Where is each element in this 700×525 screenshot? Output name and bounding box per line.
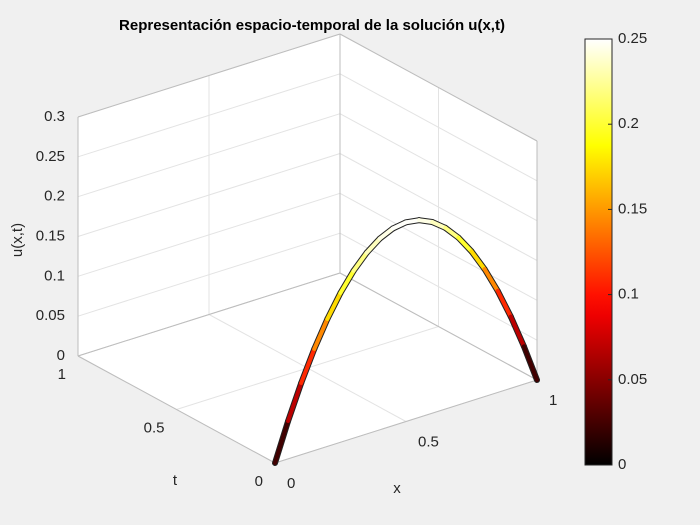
colorbar-tick-label: 0 xyxy=(618,456,626,473)
curve-segment xyxy=(273,419,291,465)
chart-title: Representación espacio-temporal de la so… xyxy=(119,17,505,34)
axis-line xyxy=(339,33,538,142)
axis-line xyxy=(77,355,276,464)
z-tick-label: 0.25 xyxy=(36,148,65,165)
axis-line xyxy=(274,379,538,464)
t-axis-label: t xyxy=(173,472,178,489)
axis-line xyxy=(339,272,538,381)
colorbar-tick-label: 0.05 xyxy=(618,371,647,388)
x-tick-label: 0.5 xyxy=(418,433,439,450)
curve-segment xyxy=(286,381,304,424)
curve-segment xyxy=(430,220,448,230)
curve-segment xyxy=(417,218,435,224)
z-tick-label: 0 xyxy=(57,347,65,364)
x-axis-label: x xyxy=(393,480,401,497)
axis-line xyxy=(77,33,341,118)
curve-segment xyxy=(299,346,317,385)
colorbar-tick-label: 0.1 xyxy=(618,286,639,303)
curve-segment xyxy=(325,290,343,321)
curve-segment xyxy=(521,344,539,382)
z-tick-label: 0.3 xyxy=(44,108,65,125)
colorbar-tick-label: 0.25 xyxy=(618,30,647,47)
z-tick-label: 0.2 xyxy=(44,188,65,205)
z-tick-label: 0.15 xyxy=(36,227,65,244)
colorbar xyxy=(584,38,613,466)
curve-segment xyxy=(390,220,408,231)
curve-segment xyxy=(404,218,422,225)
z-tick-label: 0.05 xyxy=(36,307,65,324)
curve-segment xyxy=(443,225,461,240)
curve-segment xyxy=(456,235,474,254)
curve-segment xyxy=(377,226,395,241)
t-tick-label: 0.5 xyxy=(144,419,165,436)
t-tick-label: 1 xyxy=(58,366,66,383)
z-axis-label: u(x,t) xyxy=(9,223,26,257)
curve-segment xyxy=(469,249,487,272)
x-tick-label: 0 xyxy=(287,475,295,492)
curve-segment xyxy=(312,316,330,351)
curve-segment xyxy=(508,314,526,349)
curve-segment xyxy=(482,267,500,293)
curve-segment xyxy=(351,250,369,273)
colorbar-tick-label: 0.2 xyxy=(618,115,639,132)
curve-segment xyxy=(338,268,356,295)
colorbar-tick-label: 0.15 xyxy=(618,200,647,217)
t-tick-label: 0 xyxy=(255,473,263,490)
curve-segment xyxy=(495,288,513,319)
axis-line xyxy=(77,272,341,357)
curve-segment xyxy=(364,236,382,255)
x-tick-label: 1 xyxy=(549,392,557,409)
z-tick-label: 0.1 xyxy=(44,267,65,284)
